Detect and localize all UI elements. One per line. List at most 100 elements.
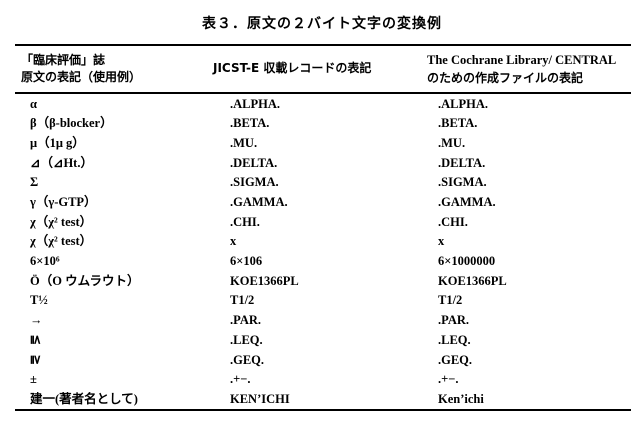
header-line: 「臨床評価」誌 <box>21 52 106 67</box>
table-row: χ（χ² test） x x <box>15 232 631 252</box>
cell-jicst: .GAMMA. <box>180 192 425 212</box>
cell-central: .CHI. <box>425 212 631 232</box>
table-row: Ö（O ウムラウト） KOE1366PL KOE1366PL <box>15 271 631 291</box>
cell-text: Σ <box>30 175 39 190</box>
cell-jicst: .ALPHA. <box>180 93 425 114</box>
cell-text: ≦ <box>29 334 44 345</box>
cell-text: .BETA. <box>438 116 478 131</box>
cell-source: Ö（O ウムラウト） <box>15 271 180 291</box>
cell-central: .SIGMA. <box>425 173 631 193</box>
cell-source: ≧ <box>15 350 180 370</box>
cell-source: β（β-blocker） <box>15 114 180 134</box>
cell-text: .BETA. <box>230 116 270 131</box>
cell-text: 建一(著者名として) <box>30 391 138 406</box>
table-row: α .ALPHA. .ALPHA. <box>15 93 631 114</box>
cell-text: → <box>30 313 43 328</box>
cell-text: .SIGMA. <box>438 175 487 190</box>
header-line: 原文の表記（使用例） <box>21 70 142 84</box>
cell-text: x <box>438 234 445 249</box>
table-row: Σ .SIGMA. .SIGMA. <box>15 173 631 193</box>
cell-central: .ALPHA. <box>425 93 631 114</box>
cell-text: .CHI. <box>230 214 260 229</box>
cell-text: KOE1366PL <box>438 273 507 288</box>
table-row: ± .+−. .+−. <box>15 370 631 390</box>
cell-jicst: KOE1366PL <box>180 271 425 291</box>
cell-text: T1/2 <box>230 293 255 308</box>
table-row: ≦ .LEQ. .LEQ. <box>15 330 631 350</box>
column-header-central: The Cochrane Library/ CENTRAL のための作成ファイル… <box>425 45 631 94</box>
cell-text: .PAR. <box>230 313 262 328</box>
cell-text: ⊿（⊿Ht.） <box>30 155 93 170</box>
header-line: The Cochrane Library/ CENTRAL <box>427 53 617 68</box>
cell-source: 6×10⁶ <box>15 252 180 272</box>
cell-jicst: .SIGMA. <box>180 173 425 193</box>
cell-jicst: T1/2 <box>180 291 425 311</box>
cell-text: .+−. <box>230 372 251 387</box>
cell-central: T1/2 <box>425 291 631 311</box>
cell-source: ± <box>15 370 180 390</box>
cell-text: α <box>30 96 37 111</box>
cell-jicst: x <box>180 232 425 252</box>
cell-text: .GEQ. <box>438 352 473 367</box>
cell-text: 6×1000000 <box>438 254 496 269</box>
cell-source: → <box>15 311 180 331</box>
cell-text: .GAMMA. <box>230 195 288 210</box>
cell-central: .GEQ. <box>425 350 631 370</box>
table-row: γ（γ-GTP） .GAMMA. .GAMMA. <box>15 192 631 212</box>
cell-text: KOE1366PL <box>230 273 299 288</box>
cell-text: .DELTA. <box>438 155 486 170</box>
cell-jicst: .BETA. <box>180 114 425 134</box>
table-row: χ（χ² test） .CHI. .CHI. <box>15 212 631 232</box>
cell-source: T½ <box>15 291 180 311</box>
cell-text: KEN’ICHI <box>230 391 290 406</box>
cell-text: .CHI. <box>438 214 468 229</box>
table-row: ⊿（⊿Ht.） .DELTA. .DELTA. <box>15 153 631 173</box>
cell-text: ± <box>30 372 37 387</box>
conversion-table: 「臨床評価」誌 原文の表記（使用例） JICST-E 収載レコードの表記 The… <box>15 44 631 411</box>
table-row: ≧ .GEQ. .GEQ. <box>15 350 631 370</box>
cell-text: Ö（O ウムラウト） <box>30 273 140 288</box>
cell-jicst: .DELTA. <box>180 153 425 173</box>
cell-text: μ（1μ g） <box>30 135 85 150</box>
cell-text: x <box>230 234 237 249</box>
table-row: → .PAR. .PAR. <box>15 311 631 331</box>
cell-jicst: .+−. <box>180 370 425 390</box>
cell-jicst: .CHI. <box>180 212 425 232</box>
cell-text: χ（χ² test） <box>30 214 93 229</box>
cell-central: 6×1000000 <box>425 252 631 272</box>
cell-text: 6×106 <box>230 254 263 269</box>
column-header-jicst: JICST-E 収載レコードの表記 <box>180 45 425 94</box>
table-row: 建一(著者名として) KEN’ICHI Ken’ichi <box>15 389 631 410</box>
cell-central: .+−. <box>425 370 631 390</box>
cell-central: x <box>425 232 631 252</box>
cell-source: 建一(著者名として) <box>15 389 180 410</box>
cell-source: ⊿（⊿Ht.） <box>15 153 180 173</box>
cell-source: χ（χ² test） <box>15 212 180 232</box>
table-row: T½ T1/2 T1/2 <box>15 291 631 311</box>
cell-jicst: 6×106 <box>180 252 425 272</box>
cell-text: ≧ <box>29 354 44 365</box>
cell-central: .MU. <box>425 133 631 153</box>
table-title: 表３．原文の２バイト文字の変換例 <box>202 16 442 32</box>
cell-source: ≦ <box>15 330 180 350</box>
cell-source: γ（γ-GTP） <box>15 192 180 212</box>
table-row: μ（1μ g） .MU. .MU. <box>15 133 631 153</box>
cell-text: .MU. <box>230 135 258 150</box>
cell-central: .BETA. <box>425 114 631 134</box>
cell-jicst: .MU. <box>180 133 425 153</box>
cell-central: .GAMMA. <box>425 192 631 212</box>
cell-text: .+−. <box>438 372 459 387</box>
cell-jicst: .PAR. <box>180 311 425 331</box>
cell-text: T½ <box>30 293 48 308</box>
cell-text: .ALPHA. <box>438 96 488 111</box>
header-line: のための作成ファイルの表記 <box>427 70 584 85</box>
cell-jicst: .GEQ. <box>180 350 425 370</box>
cell-text: Ken’ichi <box>438 391 484 406</box>
cell-text: .PAR. <box>438 313 470 328</box>
cell-central: .PAR. <box>425 311 631 331</box>
cell-text: .LEQ. <box>438 332 471 347</box>
cell-text: .GEQ. <box>230 352 265 367</box>
cell-central: .LEQ. <box>425 330 631 350</box>
table-row: β（β-blocker） .BETA. .BETA. <box>15 114 631 134</box>
cell-source: μ（1μ g） <box>15 133 180 153</box>
